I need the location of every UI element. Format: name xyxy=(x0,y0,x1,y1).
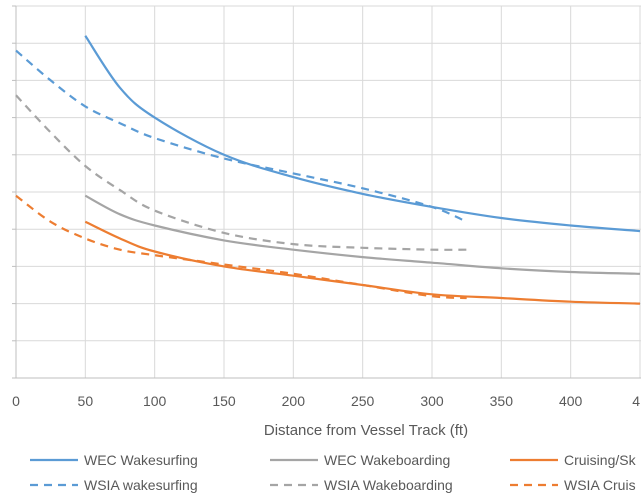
series-line-wec-wakesurfing xyxy=(84,35,641,233)
x-tick-label: 0 xyxy=(12,393,20,409)
x-tick-labels: 0 50 100 150 200 250 300 350 400 4 xyxy=(12,393,640,409)
series-line-wsia-cruis xyxy=(15,194,467,300)
x-tick-label: 100 xyxy=(143,393,167,409)
legend-label-wsia-cruis: WSIA Cruis xyxy=(564,477,636,493)
x-axis-title: Distance from Vessel Track (ft) xyxy=(264,422,468,439)
series-line-wec-wakeboarding xyxy=(84,194,641,275)
x-tick-label: 150 xyxy=(212,393,236,409)
legend-label-cruising-sk: Cruising/Sk xyxy=(564,452,637,468)
x-tick-label: 300 xyxy=(420,393,444,409)
legend-label-wsia-wakeboarding: WSIA Wakeboarding xyxy=(324,477,453,493)
legend-label-wec-wakeboarding: WEC Wakeboarding xyxy=(324,452,450,468)
legend-label-wsia-wakesurfing: WSIA wakesurfing xyxy=(84,477,198,493)
series-line-wsia-wakesurfing xyxy=(15,49,468,223)
x-tick-label: 350 xyxy=(490,393,514,409)
legend: WEC Wakesurfing WEC Wakeboarding Cruising/… xyxy=(30,452,637,493)
axes xyxy=(12,5,641,379)
x-tick-label: 400 xyxy=(559,393,583,409)
x-tick-label: 50 xyxy=(78,393,94,409)
x-tick-label: 200 xyxy=(282,393,306,409)
grid xyxy=(15,5,641,379)
series-line-wsia-wakeboarding xyxy=(15,94,467,251)
x-tick-label: 250 xyxy=(351,393,375,409)
legend-label-wec-wakesurfing: WEC Wakesurfing xyxy=(84,452,198,468)
x-tick-label: 4 xyxy=(632,393,640,409)
series-lines xyxy=(15,35,641,305)
